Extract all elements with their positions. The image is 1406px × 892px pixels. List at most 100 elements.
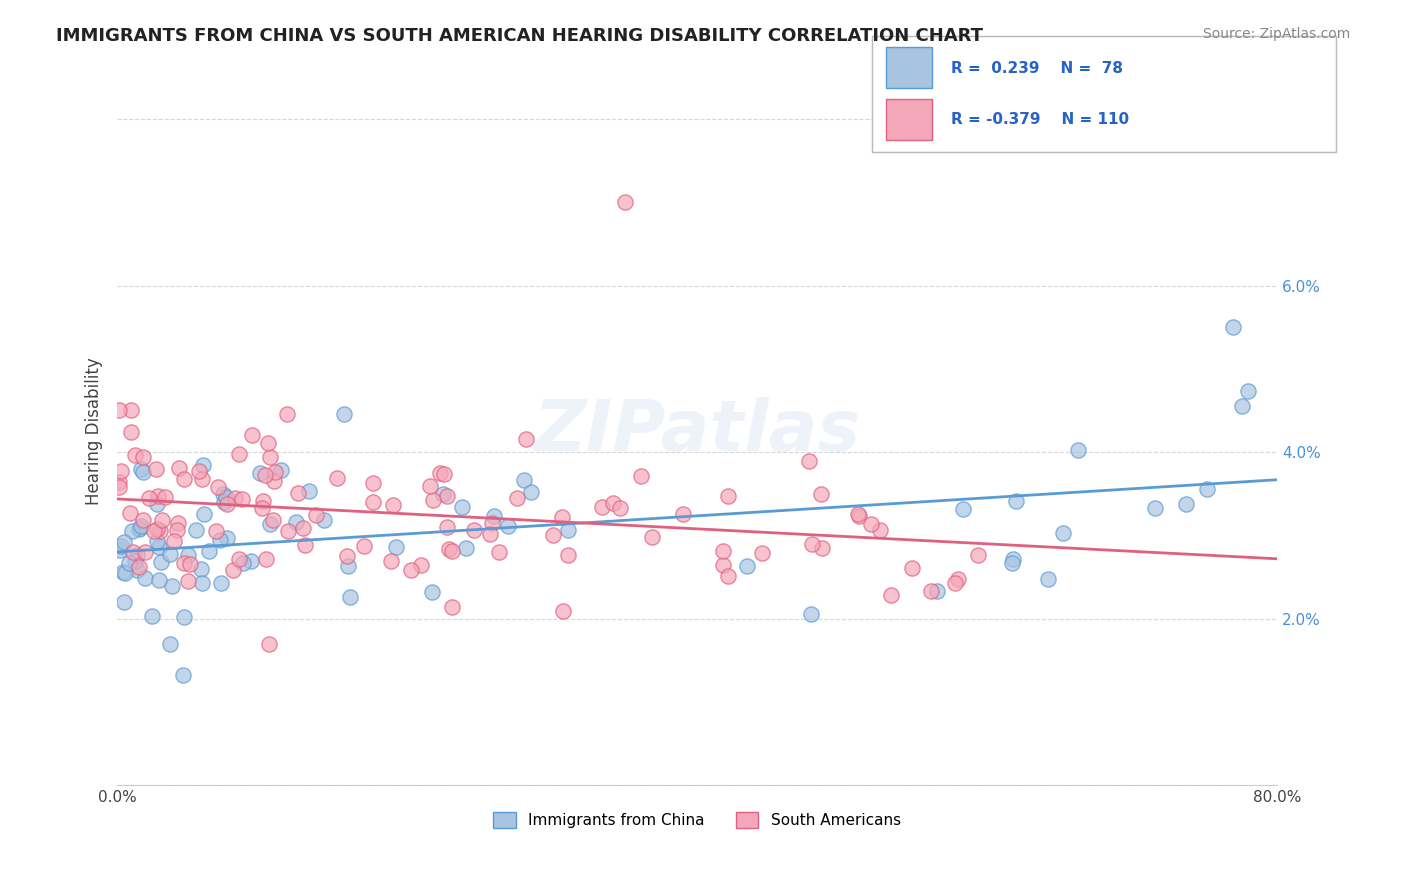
Point	[124, 448, 146, 462]
Point	[173, 556, 195, 570]
Point	[451, 500, 474, 514]
Point	[129, 518, 152, 533]
Point	[900, 561, 922, 575]
Point	[967, 548, 990, 562]
Text: R = -0.379    N = 110: R = -0.379 N = 110	[950, 112, 1129, 127]
Point	[118, 556, 141, 570]
Point	[419, 479, 441, 493]
Point	[1195, 482, 1218, 496]
Point	[212, 486, 235, 500]
Point	[240, 427, 263, 442]
Point	[264, 465, 287, 479]
Point	[250, 501, 273, 516]
Point	[212, 495, 235, 509]
Point	[276, 407, 298, 421]
Point	[253, 468, 276, 483]
Point	[811, 541, 834, 555]
Point	[336, 549, 359, 563]
Point	[553, 605, 575, 619]
Point	[520, 485, 543, 500]
Point	[124, 554, 146, 568]
Text: R =  0.239    N =  78: R = 0.239 N = 78	[950, 61, 1122, 76]
Point	[259, 450, 281, 464]
Point	[129, 521, 152, 535]
Point	[671, 507, 693, 521]
Point	[148, 540, 170, 554]
Point	[800, 607, 823, 621]
Point	[187, 465, 209, 479]
Point	[1230, 400, 1253, 414]
Point	[717, 489, 740, 503]
Point	[172, 668, 194, 682]
Point	[860, 516, 883, 531]
Point	[121, 524, 143, 539]
Point	[138, 491, 160, 505]
Point	[1005, 494, 1028, 508]
Point	[256, 436, 278, 450]
Point	[190, 562, 212, 576]
Point	[177, 574, 200, 589]
Point	[141, 609, 163, 624]
Point	[146, 497, 169, 511]
Point	[177, 548, 200, 562]
Point	[231, 492, 253, 507]
Point	[209, 575, 232, 590]
Point	[150, 513, 173, 527]
Point	[515, 432, 537, 446]
Point	[143, 524, 166, 538]
Point	[224, 491, 246, 505]
Point	[284, 515, 307, 529]
Point	[298, 483, 321, 498]
Point	[441, 544, 464, 558]
Point	[110, 464, 132, 478]
Point	[429, 466, 451, 480]
Point	[799, 453, 821, 467]
Point	[339, 590, 361, 604]
Point	[946, 572, 969, 586]
Point	[228, 552, 250, 566]
Point	[630, 468, 652, 483]
Point	[254, 552, 277, 566]
Point	[112, 534, 135, 549]
Point	[399, 563, 422, 577]
Point	[262, 513, 284, 527]
Point	[118, 507, 141, 521]
Bar	[886, 99, 932, 140]
Point	[263, 475, 285, 489]
Point	[125, 563, 148, 577]
Point	[193, 458, 215, 472]
Point	[551, 509, 574, 524]
Point	[148, 573, 170, 587]
Point	[488, 544, 510, 558]
Legend: Immigrants from China, South Americans: Immigrants from China, South Americans	[488, 805, 907, 834]
Point	[512, 473, 534, 487]
Point	[239, 554, 262, 568]
Point	[943, 575, 966, 590]
Point	[921, 583, 943, 598]
Point	[613, 195, 636, 210]
Point	[1067, 443, 1090, 458]
Point	[198, 544, 221, 558]
Point	[169, 460, 191, 475]
Point	[232, 556, 254, 570]
Point	[207, 479, 229, 493]
Point	[1001, 552, 1024, 566]
Point	[506, 491, 529, 506]
Point	[333, 408, 356, 422]
Point	[121, 545, 143, 559]
Point	[557, 523, 579, 537]
Point	[305, 508, 328, 523]
Point	[557, 548, 579, 562]
Point	[159, 547, 181, 561]
Point	[114, 566, 136, 580]
Point	[204, 524, 226, 538]
Point	[120, 403, 142, 417]
Point	[112, 595, 135, 609]
Point	[1143, 500, 1166, 515]
Point	[270, 463, 292, 477]
Bar	[886, 47, 932, 88]
Point	[478, 526, 501, 541]
Point	[221, 563, 243, 577]
Point	[287, 486, 309, 500]
Point	[433, 467, 456, 481]
